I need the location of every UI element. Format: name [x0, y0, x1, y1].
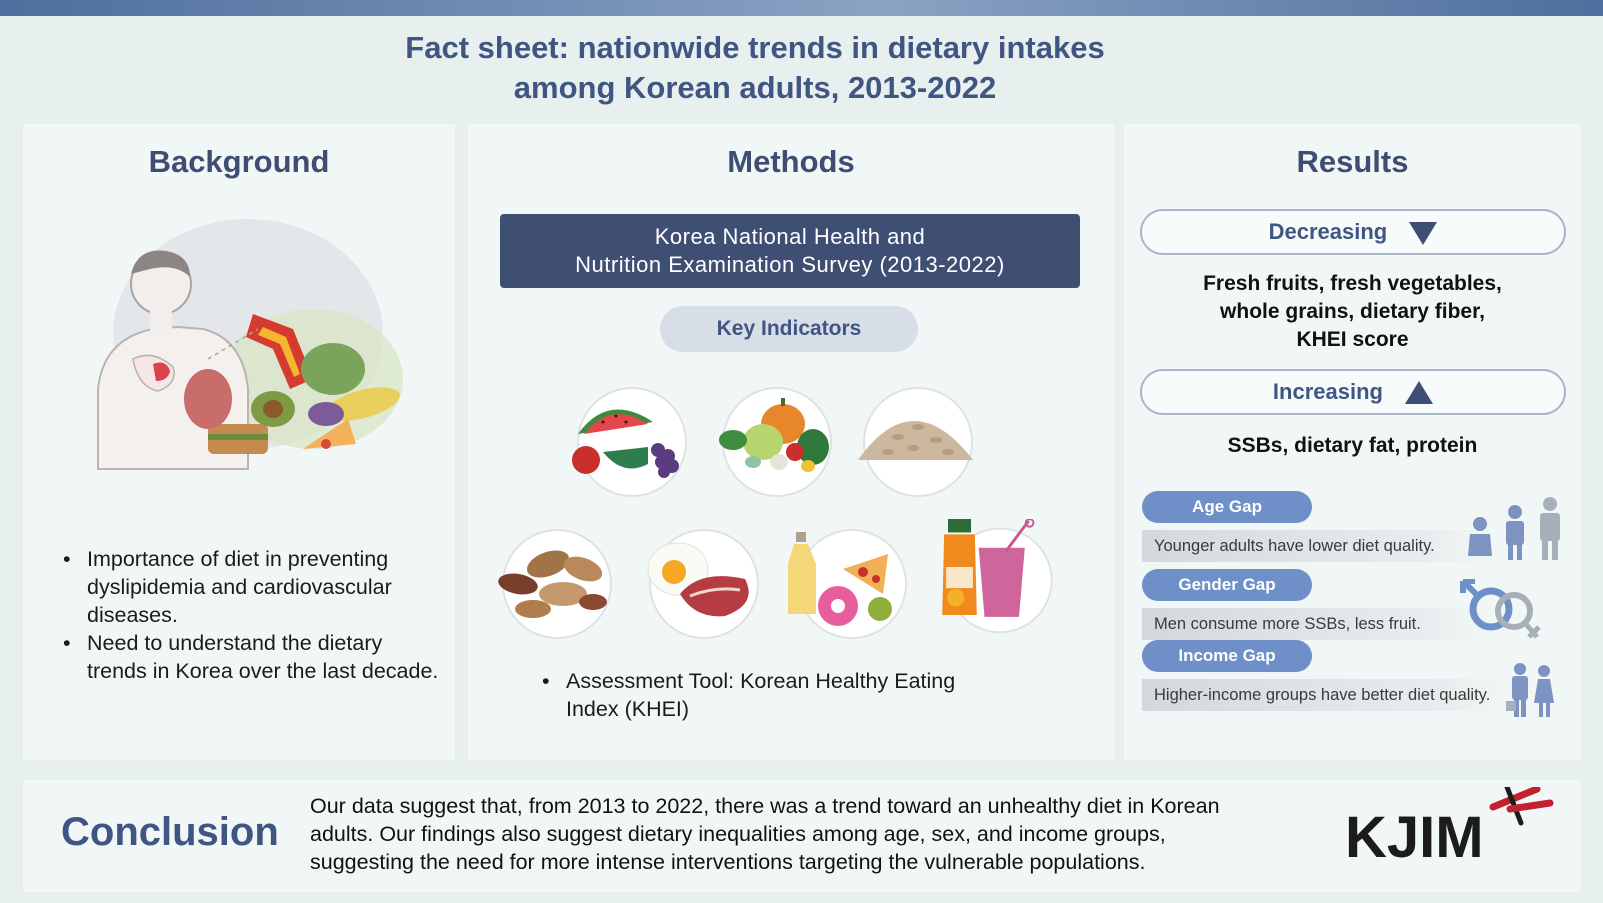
age-gap-text: Younger adults have lower diet quality.	[1142, 530, 1492, 562]
income-gap-text: Higher-income groups have better diet qu…	[1142, 679, 1512, 711]
page-title: Fact sheet: nationwide trends in dietary…	[0, 28, 1510, 108]
increasing-pill: Increasing	[1140, 369, 1566, 415]
income-family-icon	[1506, 663, 1554, 717]
background-heading: Background	[148, 144, 330, 179]
results-heading: Results	[1296, 144, 1409, 179]
background-bullet: Need to understand the dietary trends in…	[59, 629, 439, 685]
decreasing-line-2: whole grains, dietary fiber,	[1220, 300, 1485, 323]
assessment-tool-bullet: Assessment Tool: Korean Healthy Eating I…	[538, 667, 998, 723]
kjim-logo: KJIM	[1345, 787, 1554, 870]
gender-gap-label: Gender Gap	[1142, 569, 1312, 601]
conclusion-line-2: adults. Our findings also suggest dietar…	[310, 822, 1166, 846]
increasing-label: Increasing	[1272, 379, 1383, 404]
assessment-line-1: Assessment Tool: Korean Healthy Eating	[566, 669, 956, 693]
nuts-icon	[498, 529, 612, 639]
conclusion-line-1: Our data suggest that, from 2013 to 2022…	[310, 794, 1220, 818]
decreasing-pill: Decreasing	[1140, 209, 1566, 255]
vegetables-icon	[719, 387, 832, 497]
age-gap-label: Age Gap	[1142, 491, 1312, 523]
conclusion-text: Our data suggest that, from 2013 to 2022…	[310, 792, 1300, 876]
meat-eggs-icon	[647, 529, 759, 639]
key-indicators-pill: Key Indicators	[660, 306, 918, 352]
survey-line-2: Nutrition Examination Survey (2013-2022)	[575, 252, 1005, 277]
kjim-logo-text: KJIM	[1345, 805, 1484, 870]
fat-sugar-icon	[788, 529, 907, 639]
assessment-bullet-list: Assessment Tool: Korean Healthy Eating I…	[538, 667, 998, 723]
gender-gap-text: Men consume more SSBs, less fruit.	[1142, 608, 1492, 640]
income-gap-label: Income Gap	[1142, 640, 1312, 672]
triangle-up-icon	[1405, 381, 1434, 405]
age-groups-icon	[1468, 497, 1560, 560]
survey-box: Korea National Health and Nutrition Exam…	[500, 214, 1080, 288]
background-panel: Background Importance of diet in prevent…	[23, 124, 455, 760]
top-banner	[0, 0, 1603, 16]
decreasing-label: Decreasing	[1268, 219, 1388, 244]
methods-panel: Methods Korea National Health and Nutrit…	[468, 124, 1114, 760]
whole-grains-icon	[858, 387, 973, 497]
assessment-line-2: Index (KHEI)	[566, 697, 690, 721]
triangle-down-icon	[1409, 222, 1438, 246]
background-bullet-list: Importance of diet in preventing dyslipi…	[59, 545, 439, 685]
decreasing-line-3: KHEI score	[1296, 328, 1409, 351]
decreasing-items: Fresh fruits, fresh vegetables, whole gr…	[1124, 270, 1581, 354]
gender-symbol-icon	[1460, 579, 1541, 639]
background-bullet: Importance of diet in preventing dyslipi…	[59, 545, 439, 629]
methods-heading: Methods	[727, 144, 855, 179]
results-panel: Results Decreasing Fresh fruits, fresh v…	[1124, 124, 1581, 760]
sweetened-beverage-icon	[942, 519, 1053, 634]
heart-health-illustration	[97, 219, 403, 470]
title-line-1: Fact sheet: nationwide trends in dietary…	[405, 30, 1105, 65]
conclusion-line-3: suggesting the need for more intense int…	[310, 850, 1146, 874]
fruits-icon	[572, 387, 687, 497]
survey-line-1: Korea National Health and	[654, 224, 926, 249]
title-line-2: among Korean adults, 2013-2022	[513, 70, 997, 105]
increasing-items: SSBs, dietary fat, protein	[1227, 434, 1478, 457]
conclusion-heading: Conclusion	[61, 810, 279, 854]
decreasing-line-1: Fresh fruits, fresh vegetables,	[1203, 272, 1502, 295]
conclusion-panel: Conclusion Our data suggest that, from 2…	[23, 780, 1581, 892]
